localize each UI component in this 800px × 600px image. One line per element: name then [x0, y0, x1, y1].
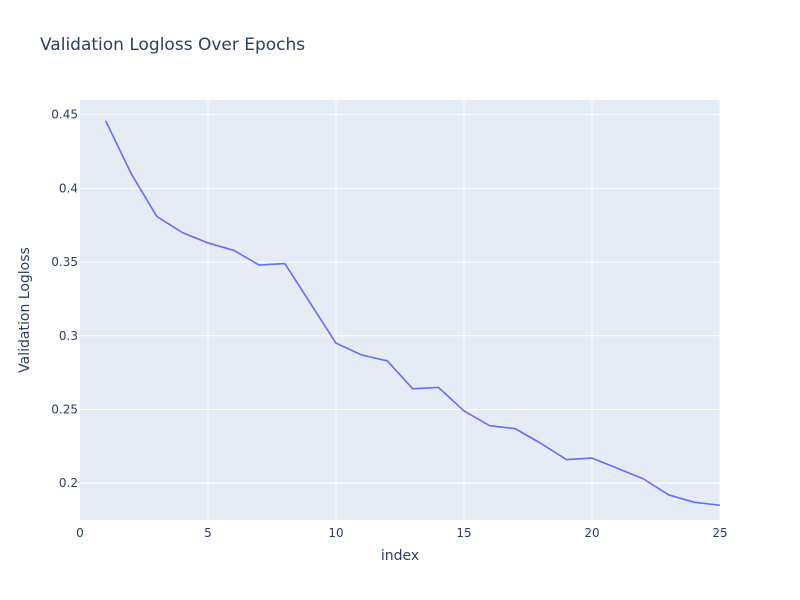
y-gridlines: [80, 114, 720, 484]
y-tick-label: 0.4: [59, 181, 78, 195]
x-gridlines: [207, 100, 721, 520]
x-tick-label: 0: [76, 526, 84, 540]
x-axis-title: index: [381, 548, 419, 564]
x-tick-label: 10: [328, 526, 343, 540]
x-tick-label: 5: [204, 526, 212, 540]
x-tick-label: 25: [712, 526, 727, 540]
x-tick-label: 20: [584, 526, 599, 540]
y-tick-label: 0.25: [51, 402, 78, 416]
series-line: [104, 120, 721, 507]
x-tick-label: 15: [456, 526, 471, 540]
series-group: [104, 120, 721, 507]
x-tick-labels: 0 5 10 15 20 25: [76, 526, 727, 540]
y-tick-label: 0.35: [51, 255, 78, 269]
chart-title: Validation Logloss Over Epochs: [40, 35, 305, 55]
y-tick-label: 0.3: [59, 329, 78, 343]
y-tick-label: 0.45: [51, 108, 78, 122]
y-axis-title: Validation Logloss: [17, 247, 33, 373]
y-tick-label: 0.2: [59, 476, 78, 490]
y-tick-labels: 0.2 0.25 0.3 0.35 0.4 0.45: [51, 108, 78, 490]
plot-area: [80, 100, 720, 520]
